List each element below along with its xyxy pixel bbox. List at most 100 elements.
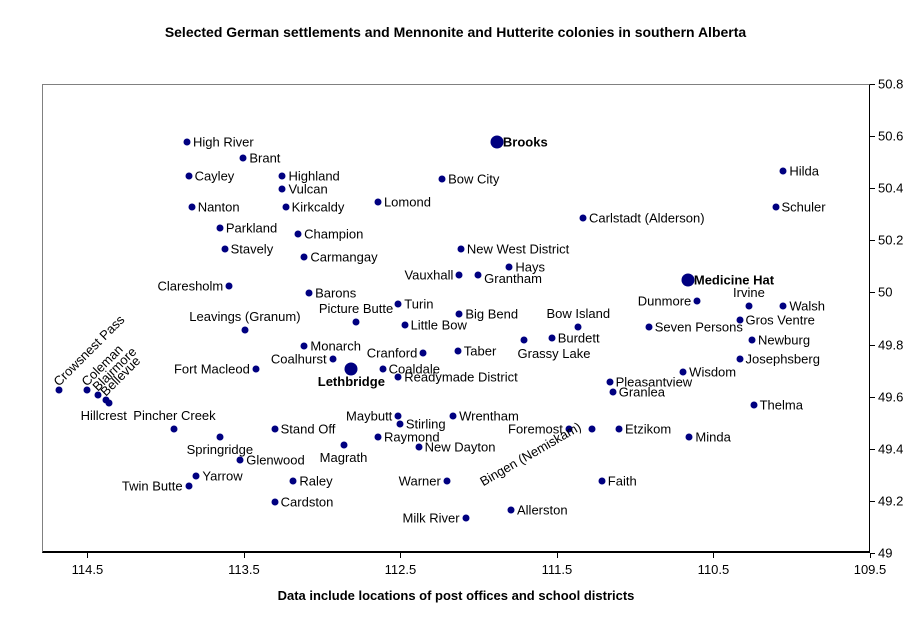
map-point-label: Medicine Hat <box>693 272 775 288</box>
map-point-label: Faith <box>607 473 637 489</box>
map-point-label: Taber <box>463 343 497 359</box>
map-point-dot <box>396 420 404 428</box>
map-point-label: Vauxhall <box>404 267 454 283</box>
map-point-dot <box>305 289 313 297</box>
map-point-dot <box>221 245 229 253</box>
map-point-dot <box>216 433 224 441</box>
map-point-label: Fort Macleod <box>173 361 250 377</box>
map-point-dot <box>455 310 463 318</box>
map-point-label: Barons <box>315 285 357 301</box>
map-point-dot <box>454 347 462 355</box>
y-tick-label: 50.2 <box>878 232 904 248</box>
map-point-label: Thelma <box>759 397 803 413</box>
y-tick-mark <box>870 188 875 190</box>
map-point-label: Bow Island <box>546 306 611 322</box>
map-point-label: Big Bend <box>465 306 519 322</box>
x-tick-label: 113.5 <box>228 562 260 577</box>
map-point-label: Gros Ventre <box>745 312 815 327</box>
map-point-dot <box>579 214 587 222</box>
map-point-label: Irvine <box>733 285 765 301</box>
y-tick-mark <box>870 500 875 502</box>
y-tick-mark <box>870 292 875 294</box>
y-tick-mark <box>870 553 875 554</box>
y-tick-label: 50.8 <box>878 76 904 92</box>
map-point-label: Carlstadt (Alderson) <box>589 210 705 226</box>
map-point-label: Hillcrest <box>80 407 127 423</box>
map-point-dot <box>457 245 465 253</box>
map-point-dot <box>772 203 780 211</box>
map-point-dot <box>278 185 286 193</box>
x-tick-mark <box>713 553 715 558</box>
map-point-dot <box>462 514 470 522</box>
map-point-dot <box>736 316 744 323</box>
map-point-label: Yarrow <box>202 468 243 484</box>
map-point-dot <box>289 477 297 485</box>
map-point-label: Newburg <box>758 332 811 348</box>
map-point-label: Seven Persons <box>654 319 743 335</box>
map-point-dot <box>415 443 423 451</box>
map-point-label: Monarch <box>310 338 361 354</box>
map-point-dot <box>374 198 382 206</box>
map-point-dot <box>401 321 409 329</box>
map-point-label: Etzikom <box>625 421 672 437</box>
map-point-dot <box>282 203 290 211</box>
y-tick-label: 50.4 <box>878 180 904 196</box>
map-point-label: Raley <box>299 473 333 489</box>
map-point-dot <box>300 253 308 261</box>
chart-caption: Data include locations of post offices a… <box>277 588 635 603</box>
map-point-dot <box>252 365 260 373</box>
x-tick-mark <box>556 553 558 558</box>
map-point-label: Dunmore <box>637 293 692 309</box>
map-point-label: Readymade District <box>404 369 518 385</box>
map-point-dot <box>340 441 348 449</box>
map-point-label: Twin Butte <box>121 478 183 494</box>
y-tick-label: 49.8 <box>878 337 904 353</box>
map-point-dot <box>455 271 463 279</box>
map-point-label: Allerston <box>517 502 568 518</box>
map-point-dot <box>745 302 753 310</box>
y-tick-mark <box>870 240 875 242</box>
map-point-dot <box>693 297 701 305</box>
map-point-label: Stand Off <box>280 421 336 437</box>
map-point-label: Wisdom <box>689 364 737 380</box>
map-point-dot <box>225 282 233 290</box>
x-tick-label: 112.5 <box>384 562 417 577</box>
map-point-dot <box>185 482 193 490</box>
map-point-label: Maybutt <box>346 408 393 424</box>
map-point-label: Glenwood <box>246 452 305 468</box>
x-tick-label: 110.5 <box>697 562 730 577</box>
map-point-dot <box>94 391 102 399</box>
map-point-dot <box>352 318 360 326</box>
map-point-dot <box>588 425 596 433</box>
map-point-dot <box>507 506 515 514</box>
y-tick-label: 50.6 <box>878 128 904 144</box>
map-point-dot <box>344 362 358 376</box>
map-point-dot <box>598 477 606 485</box>
map-point-dot <box>83 386 91 394</box>
map-point-label: Pleasantview <box>615 374 693 390</box>
map-point-label: Raymond <box>383 429 440 445</box>
map-point-label: Lethbridge <box>317 374 385 389</box>
x-tick-mark <box>243 553 245 558</box>
map-point-dot <box>748 336 756 344</box>
map-point-dot <box>183 138 191 146</box>
map-point-label: Burdett <box>557 330 600 346</box>
map-point-dot <box>419 349 427 357</box>
map-point-dot <box>565 425 573 433</box>
map-point-dot <box>645 323 653 331</box>
map-point-label: Pincher Creek <box>133 407 216 423</box>
map-point-label: Granlea <box>618 384 665 400</box>
map-point-dot <box>329 355 337 363</box>
map-point-dot <box>548 334 556 342</box>
map-point-dot <box>170 425 178 433</box>
map-point-label: New West District <box>466 241 570 257</box>
y-tick-mark <box>870 136 875 138</box>
map-point-label: Schuler <box>781 199 826 215</box>
x-tick-mark <box>870 553 871 558</box>
map-point-label: Stirling <box>405 416 446 432</box>
map-point-label: Springridge <box>186 441 254 457</box>
map-point-label: Brooks <box>502 134 548 150</box>
map-point-label: Wrentham <box>459 408 519 424</box>
chart-title: Selected German settlements and Mennonit… <box>164 24 747 40</box>
